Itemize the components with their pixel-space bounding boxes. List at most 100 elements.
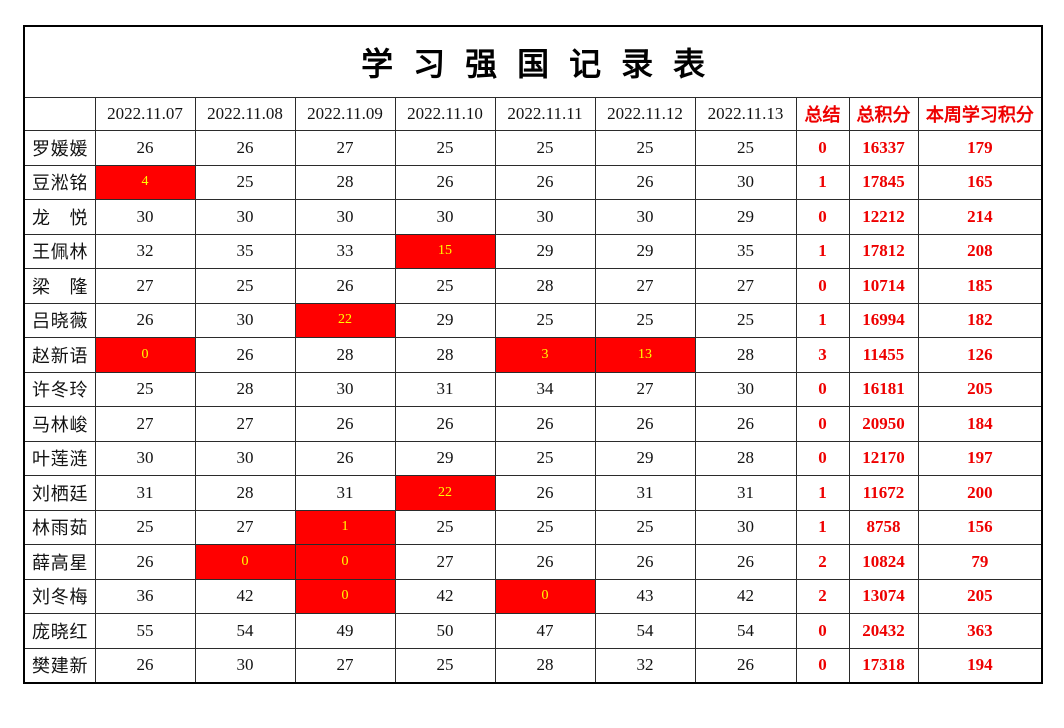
person-name-cell: 马林峻 [23, 406, 96, 442]
daily-score-cell: 26 [494, 475, 596, 511]
week-points-cell: 179 [917, 130, 1043, 166]
daily-score-cell: 25 [194, 164, 296, 200]
daily-score-cell: 25 [394, 130, 496, 166]
table-row: 叶莲涟 30 30 26 29 25 29 28 0 12170 197 [23, 440, 1043, 476]
daily-score-cell: 26 [594, 544, 696, 580]
daily-score-cell: 31 [294, 475, 396, 511]
summary-header: 总结 [795, 97, 850, 131]
table-row: 许冬玲 25 28 30 31 34 27 30 0 16181 205 [23, 371, 1043, 407]
total-points-cell: 16337 [848, 130, 919, 166]
daily-score-cell: 30 [594, 199, 696, 235]
summary-header: 总积分 [848, 97, 919, 131]
person-name-cell: 吕晓薇 [23, 302, 96, 338]
daily-score-cell: 29 [594, 440, 696, 476]
person-name-cell: 刘栖廷 [23, 475, 96, 511]
page-title: 学习强国记录表 [23, 25, 1043, 98]
table-row: 刘冬梅 36 42 0 42 0 43 42 2 13074 205 [23, 578, 1043, 614]
person-name-cell: 薛高星 [23, 544, 96, 580]
daily-score-cell: 42 [194, 578, 296, 614]
table-row: 豆淞铭 4 25 28 26 26 26 30 1 17845 165 [23, 164, 1043, 200]
total-points-cell: 12212 [848, 199, 919, 235]
daily-score-cell: 25 [594, 509, 696, 545]
total-points-cell: 17845 [848, 164, 919, 200]
daily-score-cell: 29 [494, 233, 596, 269]
daily-score-cell: 26 [494, 544, 596, 580]
daily-score-cell: 25 [594, 130, 696, 166]
daily-score-cell: 25 [394, 509, 496, 545]
daily-score-cell: 35 [694, 233, 797, 269]
week-points-cell: 156 [917, 509, 1043, 545]
daily-score-cell: 25 [694, 302, 797, 338]
daily-score-cell: 30 [294, 199, 396, 235]
daily-score-cell: 26 [294, 406, 396, 442]
daily-score-cell: 26 [494, 164, 596, 200]
daily-score-cell: 54 [694, 613, 797, 649]
table-row: 庞晓红 55 54 49 50 47 54 54 0 20432 363 [23, 613, 1043, 649]
week-points-cell: 205 [917, 371, 1043, 407]
daily-score-cell: 33 [294, 233, 396, 269]
total-points-cell: 11455 [848, 337, 919, 373]
total-points-cell: 16994 [848, 302, 919, 338]
daily-score-cell: 25 [494, 509, 596, 545]
daily-score-cell-highlighted: 0 [294, 544, 396, 580]
daily-score-cell: 27 [594, 371, 696, 407]
daily-score-cell-highlighted: 22 [394, 475, 496, 511]
daily-score-cell: 28 [694, 440, 797, 476]
table-row: 薛高星 26 0 0 27 26 26 26 2 10824 79 [23, 544, 1043, 580]
summary-count-cell: 1 [795, 509, 850, 545]
table-row: 林雨茹 25 27 1 25 25 25 30 1 8758 156 [23, 509, 1043, 545]
person-name-cell: 龙悦 [23, 199, 96, 235]
daily-score-cell: 26 [694, 647, 797, 684]
daily-score-cell: 30 [194, 440, 296, 476]
daily-score-cell: 30 [194, 199, 296, 235]
daily-score-cell: 28 [194, 475, 296, 511]
daily-score-cell: 25 [694, 130, 797, 166]
week-points-cell: 200 [917, 475, 1043, 511]
daily-score-cell: 26 [694, 544, 797, 580]
table-row: 马林峻 27 27 26 26 26 26 26 0 20950 184 [23, 406, 1043, 442]
date-header: 2022.11.11 [494, 97, 596, 131]
summary-count-cell: 0 [795, 268, 850, 304]
total-points-cell: 17318 [848, 647, 919, 684]
daily-score-cell-highlighted: 4 [94, 164, 196, 200]
daily-score-cell: 54 [594, 613, 696, 649]
daily-score-cell: 50 [394, 613, 496, 649]
daily-score-cell: 26 [94, 130, 196, 166]
week-points-cell: 185 [917, 268, 1043, 304]
summary-count-cell: 3 [795, 337, 850, 373]
daily-score-cell: 43 [594, 578, 696, 614]
person-name-cell: 樊建新 [23, 647, 96, 684]
week-points-cell: 194 [917, 647, 1043, 684]
daily-score-cell: 30 [694, 509, 797, 545]
person-name-cell: 庞晓红 [23, 613, 96, 649]
total-points-cell: 13074 [848, 578, 919, 614]
summary-count-cell: 1 [795, 475, 850, 511]
person-name-cell: 叶莲涟 [23, 440, 96, 476]
daily-score-cell: 28 [394, 337, 496, 373]
person-name-cell: 王佩林 [23, 233, 96, 269]
daily-score-cell: 26 [394, 164, 496, 200]
header-row: 2022.11.07 2022.11.08 2022.11.09 2022.11.10… [23, 97, 1043, 131]
daily-score-cell-highlighted: 1 [294, 509, 396, 545]
person-name-cell: 梁隆 [23, 268, 96, 304]
summary-count-cell: 0 [795, 199, 850, 235]
daily-score-cell-highlighted: 0 [494, 578, 596, 614]
daily-score-cell: 47 [494, 613, 596, 649]
summary-count-cell: 0 [795, 130, 850, 166]
record-table-sheet: 学习强国记录表 2022.11.07 2022.11.08 2022.11.09 20… [23, 25, 1044, 684]
summary-count-cell: 0 [795, 371, 850, 407]
week-points-cell: 197 [917, 440, 1043, 476]
daily-score-cell-highlighted: 0 [94, 337, 196, 373]
daily-score-cell: 35 [194, 233, 296, 269]
total-points-cell: 20432 [848, 613, 919, 649]
daily-score-cell: 25 [194, 268, 296, 304]
daily-score-cell: 26 [194, 130, 296, 166]
daily-score-cell: 29 [694, 199, 797, 235]
week-points-cell: 214 [917, 199, 1043, 235]
daily-score-cell: 28 [294, 337, 396, 373]
daily-score-cell: 49 [294, 613, 396, 649]
daily-score-cell: 31 [594, 475, 696, 511]
daily-score-cell: 26 [494, 406, 596, 442]
daily-score-cell: 30 [94, 199, 196, 235]
daily-score-cell-highlighted: 0 [194, 544, 296, 580]
